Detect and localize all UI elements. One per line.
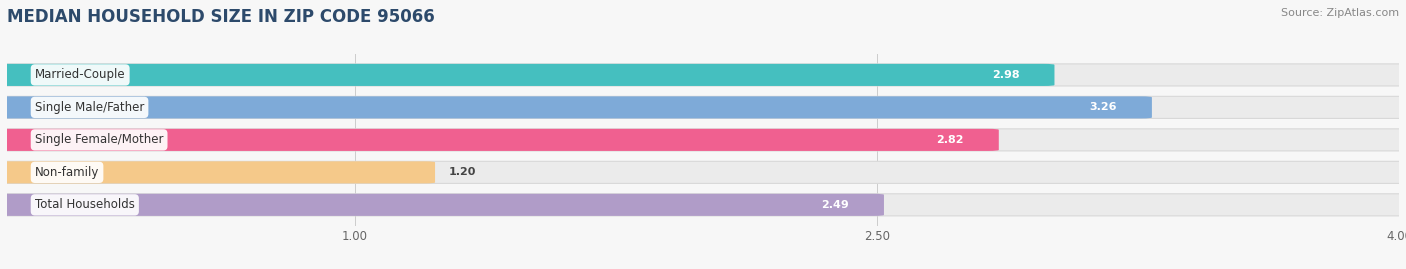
- FancyBboxPatch shape: [0, 129, 998, 151]
- Text: 2.98: 2.98: [993, 70, 1019, 80]
- Text: Single Female/Mother: Single Female/Mother: [35, 133, 163, 146]
- FancyBboxPatch shape: [0, 96, 1406, 118]
- FancyBboxPatch shape: [0, 161, 1406, 183]
- Text: Total Households: Total Households: [35, 198, 135, 211]
- Text: 1.20: 1.20: [449, 167, 477, 177]
- Text: 2.82: 2.82: [936, 135, 965, 145]
- FancyBboxPatch shape: [0, 64, 1406, 86]
- Text: 2.49: 2.49: [821, 200, 849, 210]
- Text: Single Male/Father: Single Male/Father: [35, 101, 145, 114]
- Text: 3.26: 3.26: [1090, 102, 1118, 112]
- FancyBboxPatch shape: [0, 129, 1406, 151]
- FancyBboxPatch shape: [0, 161, 434, 183]
- Text: MEDIAN HOUSEHOLD SIZE IN ZIP CODE 95066: MEDIAN HOUSEHOLD SIZE IN ZIP CODE 95066: [7, 8, 434, 26]
- FancyBboxPatch shape: [0, 64, 1054, 86]
- Text: Source: ZipAtlas.com: Source: ZipAtlas.com: [1281, 8, 1399, 18]
- Text: Married-Couple: Married-Couple: [35, 68, 125, 82]
- FancyBboxPatch shape: [0, 194, 884, 216]
- FancyBboxPatch shape: [0, 96, 1152, 118]
- FancyBboxPatch shape: [0, 194, 1406, 216]
- Text: Non-family: Non-family: [35, 166, 100, 179]
